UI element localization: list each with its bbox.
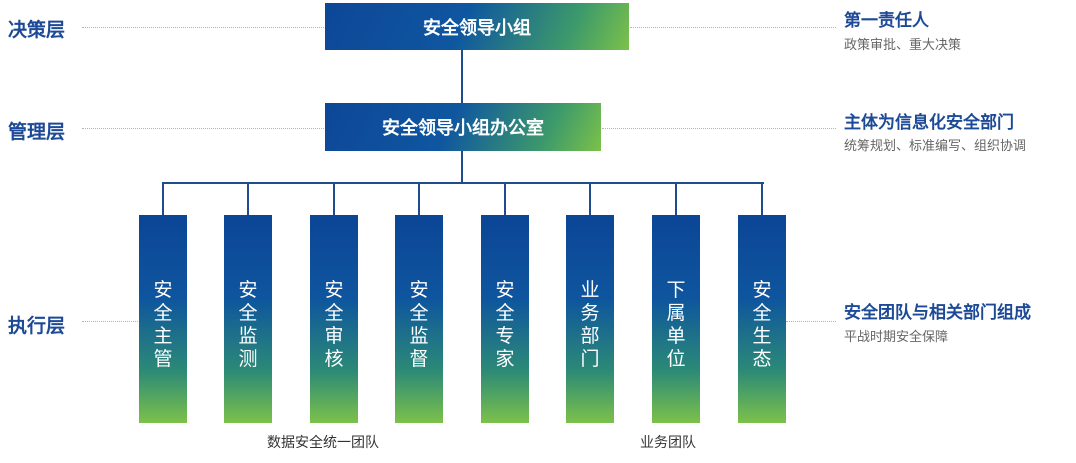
guide-line-decision-left <box>82 27 324 28</box>
management-title: 主体为信息化安全部门 <box>844 113 1014 133</box>
decision-subtitle: 政策审批、重大决策 <box>844 38 962 53</box>
connector-drop <box>504 182 506 215</box>
connector-top-office <box>461 50 463 103</box>
level-label-management: 管理层 <box>8 121 66 143</box>
column-label: 安全监督 <box>409 279 429 370</box>
guide-line-management-right <box>602 128 836 129</box>
execution-subtitle: 平战时期安全保障 <box>844 330 949 345</box>
execution-column-subsidiary: 下属单位 <box>652 215 700 423</box>
level-label-decision: 决策层 <box>8 19 66 41</box>
business-team-label: 业务团队 <box>640 435 696 451</box>
leadership-office-label: 安全领导小组办公室 <box>382 118 544 139</box>
leadership-office-box: 安全领导小组办公室 <box>325 103 601 151</box>
guide-line-execution-left <box>82 321 138 322</box>
column-label: 安全主管 <box>153 279 173 370</box>
management-subtitle: 统筹规划、标准编写、组织协调 <box>844 139 1027 154</box>
data-team-label: 数据安全统一团队 <box>267 435 379 451</box>
connector-drop <box>247 182 249 215</box>
leadership-group-label: 安全领导小组 <box>423 17 531 39</box>
connector-drop <box>589 182 591 215</box>
execution-column-security-oversight: 安全监督 <box>395 215 443 423</box>
column-label: 业务部门 <box>580 279 600 370</box>
execution-column-security-supervisor: 安全主管 <box>139 215 187 423</box>
connector-drop <box>418 182 420 215</box>
execution-column-business-dept: 业务部门 <box>566 215 614 423</box>
guide-line-decision-right <box>630 27 836 28</box>
connector-bus <box>162 182 764 184</box>
column-label: 安全监测 <box>238 279 258 370</box>
connector-drop <box>162 182 164 215</box>
guide-line-management-left <box>82 128 324 129</box>
execution-column-security-audit: 安全审核 <box>310 215 358 423</box>
connector-drop <box>675 182 677 215</box>
decision-title: 第一责任人 <box>844 11 929 31</box>
leadership-group-box: 安全领导小组 <box>325 3 629 50</box>
execution-column-security-ecosystem: 安全生态 <box>738 215 786 423</box>
column-label: 安全专家 <box>495 279 515 370</box>
guide-line-execution-right <box>786 321 836 322</box>
column-label: 安全生态 <box>752 279 772 370</box>
connector-office-bus <box>461 151 463 183</box>
level-label-execution: 执行层 <box>8 315 66 337</box>
execution-title: 安全团队与相关部门组成 <box>844 303 1031 323</box>
execution-column-security-monitoring: 安全监测 <box>224 215 272 423</box>
connector-drop <box>333 182 335 215</box>
column-label: 下属单位 <box>666 279 686 370</box>
execution-column-security-expert: 安全专家 <box>481 215 529 423</box>
connector-drop <box>761 182 763 215</box>
column-label: 安全审核 <box>324 279 344 370</box>
